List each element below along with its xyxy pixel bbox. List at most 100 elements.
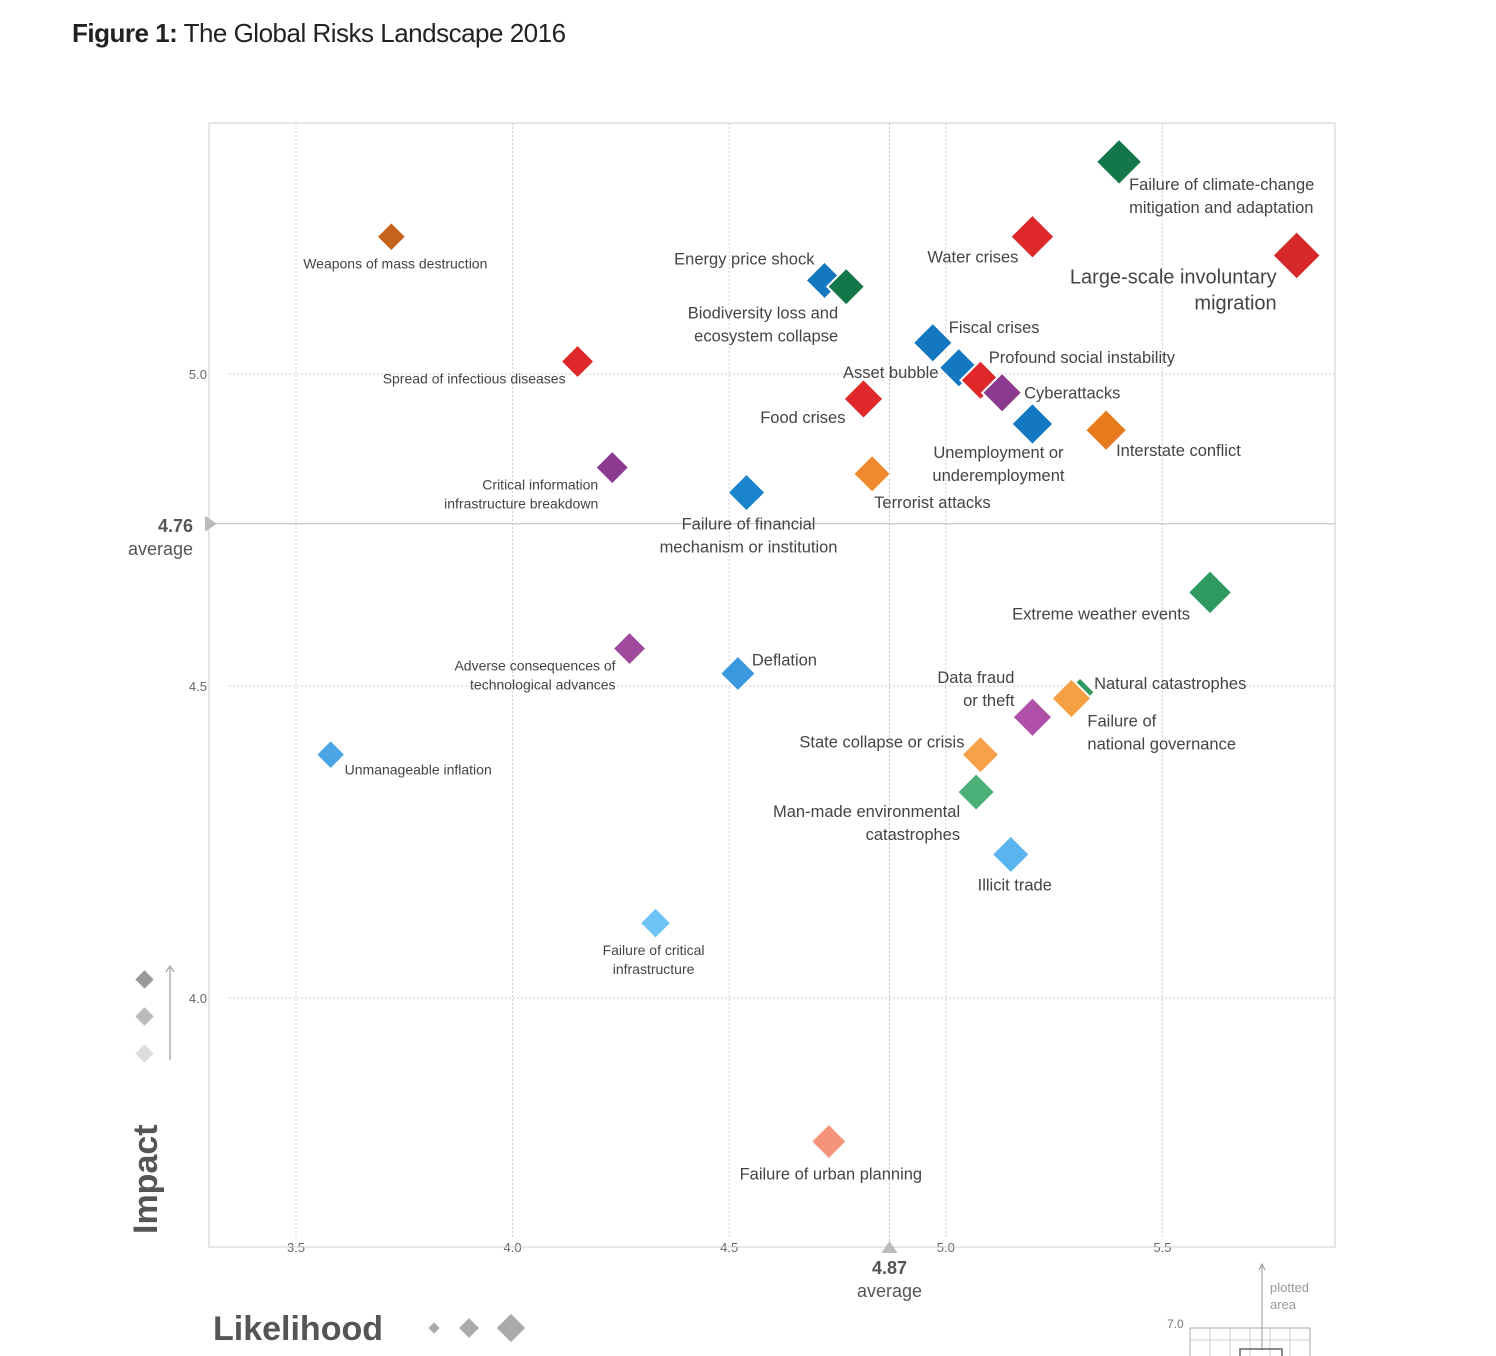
point-label-line: infrastructure breakdown: [444, 496, 598, 512]
risk-point: [825, 266, 867, 307]
y-tick-bg: [189, 365, 227, 383]
risk-point: [1010, 401, 1055, 447]
point-label-line: Energy price shock: [674, 250, 815, 268]
point-label-line: Illicit trade: [978, 876, 1052, 894]
point-label: Deflation: [752, 652, 817, 670]
impact-size-legend: [135, 965, 175, 1063]
x-average-marker: [881, 1241, 898, 1253]
point-label: Adverse consequences of technological adv…: [454, 658, 615, 693]
plot-frame: [208, 122, 1336, 1248]
point-label-line: mitigation and adaptation: [1129, 199, 1313, 217]
point-label: Failure of critical infrastructure: [603, 942, 705, 977]
point-label-line: Biodiversity loss and: [688, 305, 838, 323]
point-label: Cyberattacks: [1024, 385, 1120, 403]
inset-label-bottom: area: [1270, 1297, 1297, 1312]
point-label-line: Failure of climate-change: [1129, 176, 1314, 194]
point-label-line: Unmanageable inflation: [345, 762, 492, 778]
point-label: Profound social instability: [989, 349, 1176, 367]
figure-title: Figure 1: The Global Risks Landscape 201…: [72, 18, 566, 49]
risk-point: [851, 453, 893, 495]
legend-diamond-small: [135, 1044, 154, 1063]
risk-point: [911, 321, 955, 365]
y-average-marker: [205, 515, 217, 532]
point-label-line: State collapse or crisis: [799, 734, 964, 752]
plotted-area-inset: plotted area 7.0: [1167, 1262, 1311, 1356]
risk-point: [1083, 407, 1129, 453]
risk-point: [726, 472, 767, 513]
risk-point: [1050, 677, 1093, 720]
point-label-line: national governance: [1087, 735, 1236, 753]
point-label-line: Spread of infectious diseases: [383, 371, 566, 387]
y-tick-label: 4.0: [189, 991, 207, 1006]
likelihood-size-legend: [428, 1313, 526, 1343]
point-label-line: catastrophes: [866, 826, 960, 844]
point-label-line: or theft: [963, 692, 1015, 710]
risk-point: [990, 834, 1032, 875]
point-label: Illicit trade: [978, 876, 1052, 894]
point-label-line: Failure of financial: [682, 516, 816, 534]
risk-point: [1011, 695, 1054, 739]
point-label-line: underemployment: [932, 467, 1064, 485]
risk-point: [559, 343, 596, 380]
legend-diamond-l: [496, 1313, 526, 1343]
risk-point: [1094, 137, 1144, 187]
risk-point: [594, 449, 631, 486]
impact-arrow-head: [165, 965, 175, 973]
figure-title-prefix: Figure 1:: [72, 18, 178, 48]
point-label-line: technological advances: [470, 677, 616, 693]
x-axis-title: Likelihood: [213, 1310, 383, 1348]
risk-point: [960, 734, 1001, 775]
point-label-line: Fiscal crises: [949, 319, 1040, 337]
point-label: Water crises: [927, 249, 1018, 267]
inset-tick-label: 7.0: [1167, 1317, 1184, 1331]
point-label: Fiscal crises: [949, 319, 1040, 337]
point-label: Data fraud or theft: [937, 669, 1014, 710]
y-tick-bg: [189, 989, 227, 1007]
point-label-line: ecosystem collapse: [694, 328, 838, 346]
risk-point: [955, 771, 997, 813]
legend-diamond-large: [135, 970, 154, 989]
legend-diamond-medium: [135, 1007, 154, 1026]
inset-label-top: plotted: [1270, 1280, 1309, 1295]
point-label: Failure of urban planning: [740, 1166, 923, 1184]
point-label-line: Interstate conflict: [1116, 442, 1241, 460]
point-label-line: Unemployment or: [933, 444, 1064, 462]
x-average-text: average: [857, 1281, 922, 1301]
point-label-line: Asset bubble: [843, 364, 938, 382]
risk-point: [314, 738, 347, 771]
point-label-line: Deflation: [752, 652, 817, 670]
point-label: Unmanageable inflation: [345, 762, 492, 778]
point-label: Weapons of mass destruction: [303, 256, 487, 272]
point-label: Interstate conflict: [1116, 442, 1241, 460]
y-tick-label: 4.5: [189, 679, 207, 694]
point-label-line: mechanism or institution: [660, 539, 838, 557]
point-label: Energy price shock: [674, 250, 815, 268]
point-label: Man-made environmental catastrophes: [773, 803, 960, 844]
point-label: Failure of financial mechanism or institu…: [660, 516, 838, 557]
legend-diamond-s: [428, 1322, 440, 1334]
point-label: State collapse or crisis: [799, 734, 964, 752]
point-label: Asset bubble: [843, 364, 938, 382]
point-label: Failure of climate-change mitigation and …: [1129, 176, 1314, 217]
point-label: Extreme weather events: [1012, 605, 1190, 623]
point-label-line: Cyberattacks: [1024, 385, 1120, 403]
point-label-line: infrastructure: [613, 961, 695, 977]
point-label: Natural catastrophes: [1094, 675, 1246, 693]
point-label-line: Profound social instability: [989, 349, 1176, 367]
risk-point: [1271, 229, 1323, 282]
labels-layer: Failure of climate-change mitigation and …: [303, 176, 1314, 1184]
risk-point: [959, 358, 1002, 402]
risk-point: [611, 630, 648, 667]
point-label-line: Failure of urban planning: [740, 1166, 923, 1184]
point-label-line: Food crises: [760, 409, 845, 427]
point-label: Spread of infectious diseases: [383, 371, 566, 387]
point-label-line: Adverse consequences of: [454, 658, 615, 674]
y-tick-label: 5.0: [189, 367, 207, 382]
average-lines: 4.76 average 4.87 average: [128, 123, 1335, 1301]
risk-point: [718, 654, 758, 693]
point-label-line: Failure of: [1087, 712, 1156, 730]
inset-highlight: [1239, 1348, 1283, 1356]
point-label-line: Terrorist attacks: [874, 494, 990, 512]
y-average-value: 4.76: [158, 516, 193, 536]
